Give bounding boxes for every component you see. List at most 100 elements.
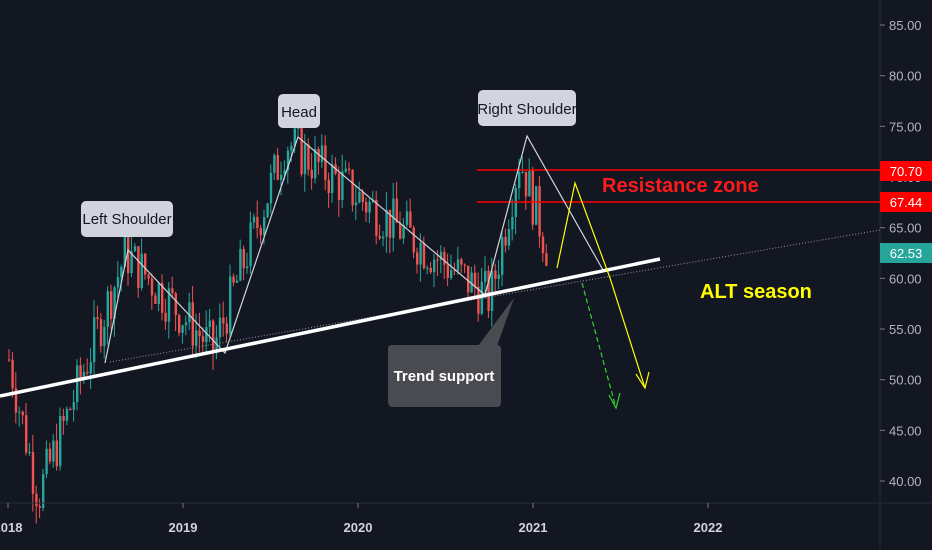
candle-body: [259, 228, 262, 236]
candle-body: [195, 330, 198, 346]
candle-body: [467, 265, 470, 293]
time-axis[interactable]: 2018 2019 2020 2021 2022: [0, 503, 722, 535]
candle-body: [48, 448, 52, 462]
candle-body: [225, 323, 228, 334]
candle-body: [545, 253, 548, 266]
candle-body: [518, 171, 521, 189]
candle-body: [164, 312, 167, 322]
candle-body: [123, 235, 126, 267]
candle-body: [263, 217, 266, 236]
candle-body: [212, 320, 215, 353]
candle-body: [538, 186, 541, 237]
candle-body: [426, 267, 429, 269]
candle-body: [307, 144, 310, 170]
candle-body: [42, 474, 45, 508]
candle-body: [487, 270, 490, 311]
svg-text:67.44: 67.44: [890, 195, 923, 210]
candle-body: [473, 272, 477, 287]
candle-body: [541, 236, 545, 254]
resistance-lower-price-label[interactable]: 67.44: [880, 192, 932, 212]
candle-body: [178, 315, 181, 333]
candle-body: [354, 202, 358, 206]
candle-body: [378, 235, 381, 239]
candle-body: [331, 164, 334, 194]
price-axis-label: 40.00: [889, 474, 922, 489]
candle-body: [62, 416, 65, 421]
candle-body: [388, 209, 392, 238]
candle-body: [412, 227, 415, 253]
candle-body: [443, 251, 446, 265]
candle-body: [317, 148, 320, 162]
candle-body: [232, 276, 235, 283]
candle-body: [184, 322, 188, 326]
projection-yellow-path[interactable]: [556, 180, 646, 389]
candle-body: [303, 144, 307, 175]
resistance-upper-price-label[interactable]: 70.70: [880, 161, 932, 181]
head-callout[interactable]: Head: [278, 94, 320, 128]
trend-support-callout[interactable]: Trend support: [388, 298, 514, 407]
candle-body: [439, 251, 443, 260]
candle-body: [157, 282, 160, 304]
trend-support-line[interactable]: [0, 257, 661, 398]
candle-body: [535, 186, 538, 225]
candle-body: [504, 236, 507, 246]
candle-body: [133, 246, 137, 252]
svg-text:62.53: 62.53: [890, 246, 923, 261]
candle-body: [127, 235, 130, 274]
candle-body: [11, 359, 14, 389]
price-axis-label: 85.00: [889, 18, 922, 33]
left-shoulder-callout[interactable]: Left Shoulder: [81, 201, 173, 237]
price-axis-label: 50.00: [889, 373, 922, 388]
time-axis-label: 2018: [0, 520, 22, 535]
candle-body: [137, 246, 140, 288]
candle-body: [246, 266, 249, 269]
candle-body: [297, 128, 300, 130]
candle-body: [38, 506, 41, 508]
candle-body: [242, 248, 245, 269]
candle-body: [511, 216, 514, 230]
candle-body: [154, 295, 157, 304]
candle-body: [450, 270, 453, 279]
candle-body: [409, 211, 412, 228]
candle-body: [358, 191, 361, 203]
candle-body: [222, 317, 225, 324]
candle-body: [484, 270, 487, 282]
candle-series: [8, 111, 548, 524]
candle-body: [120, 266, 123, 278]
candle-body: [82, 371, 86, 380]
candle-body: [348, 168, 351, 170]
candle-body: [188, 302, 191, 323]
candle-body: [463, 264, 466, 266]
head-shoulders-outline[interactable]: [104, 134, 604, 364]
time-axis-label: 2019: [169, 520, 198, 535]
candle-body: [276, 155, 279, 180]
candle-body: [25, 415, 28, 453]
candle-body: [79, 365, 82, 380]
candle-body: [365, 201, 368, 213]
candle-body: [205, 327, 208, 343]
candle-body: [229, 276, 232, 334]
trend-extension-dotted[interactable]: [109, 229, 881, 363]
candle-body: [130, 251, 133, 274]
candle-body: [110, 291, 113, 319]
svg-text:70.70: 70.70: [890, 164, 923, 179]
candle-body: [18, 411, 21, 413]
price-axis-label: 45.00: [889, 423, 922, 438]
candle-body: [35, 493, 38, 507]
candle-body: [72, 402, 75, 410]
candle-body: [368, 201, 371, 213]
projection-green-path[interactable]: [581, 282, 617, 409]
candle-body: [167, 288, 171, 322]
candle-body: [497, 274, 500, 279]
candle-body: [249, 222, 252, 267]
candle-body: [171, 288, 174, 294]
candle-body: [456, 259, 460, 272]
candle-body: [399, 222, 402, 239]
right-shoulder-label: Right Shoulder: [477, 101, 576, 118]
right-shoulder-callout[interactable]: Right Shoulder: [477, 90, 577, 126]
candle-body: [21, 411, 24, 416]
candle-body: [256, 216, 259, 229]
current-price-label[interactable]: 62.53: [880, 243, 932, 263]
